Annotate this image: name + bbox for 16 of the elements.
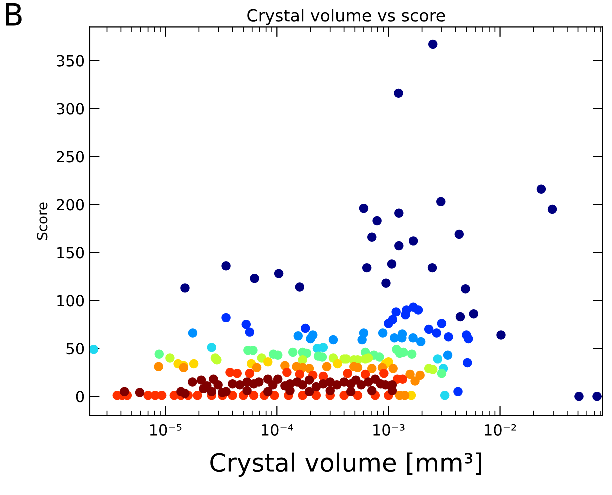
text: B (6, 3, 22, 26)
x-tick-label: 10⁻² (485, 424, 516, 436)
y-tick-label: 300 (57, 103, 84, 115)
y-axis-title: Score (37, 202, 48, 240)
y-tick-label: 200 (57, 199, 84, 211)
x-tick-label: 10⁻⁵ (150, 424, 182, 436)
y-tick-label: 0 (76, 391, 84, 403)
x-tick-label: 10⁻⁴ (262, 424, 294, 436)
y-tick-label: 50 (66, 343, 84, 355)
x-axis-title: Crystal volume [mm³] (210, 452, 482, 478)
y-tick-label: 350 (57, 55, 84, 67)
y-tick-label: 150 (58, 247, 84, 259)
y-tick-label: 100 (58, 295, 84, 307)
x-tick-label: 10⁻³ (374, 424, 405, 436)
chart-title: Crystal volume vs score (248, 9, 446, 26)
y-tick-label: 250 (57, 151, 84, 163)
